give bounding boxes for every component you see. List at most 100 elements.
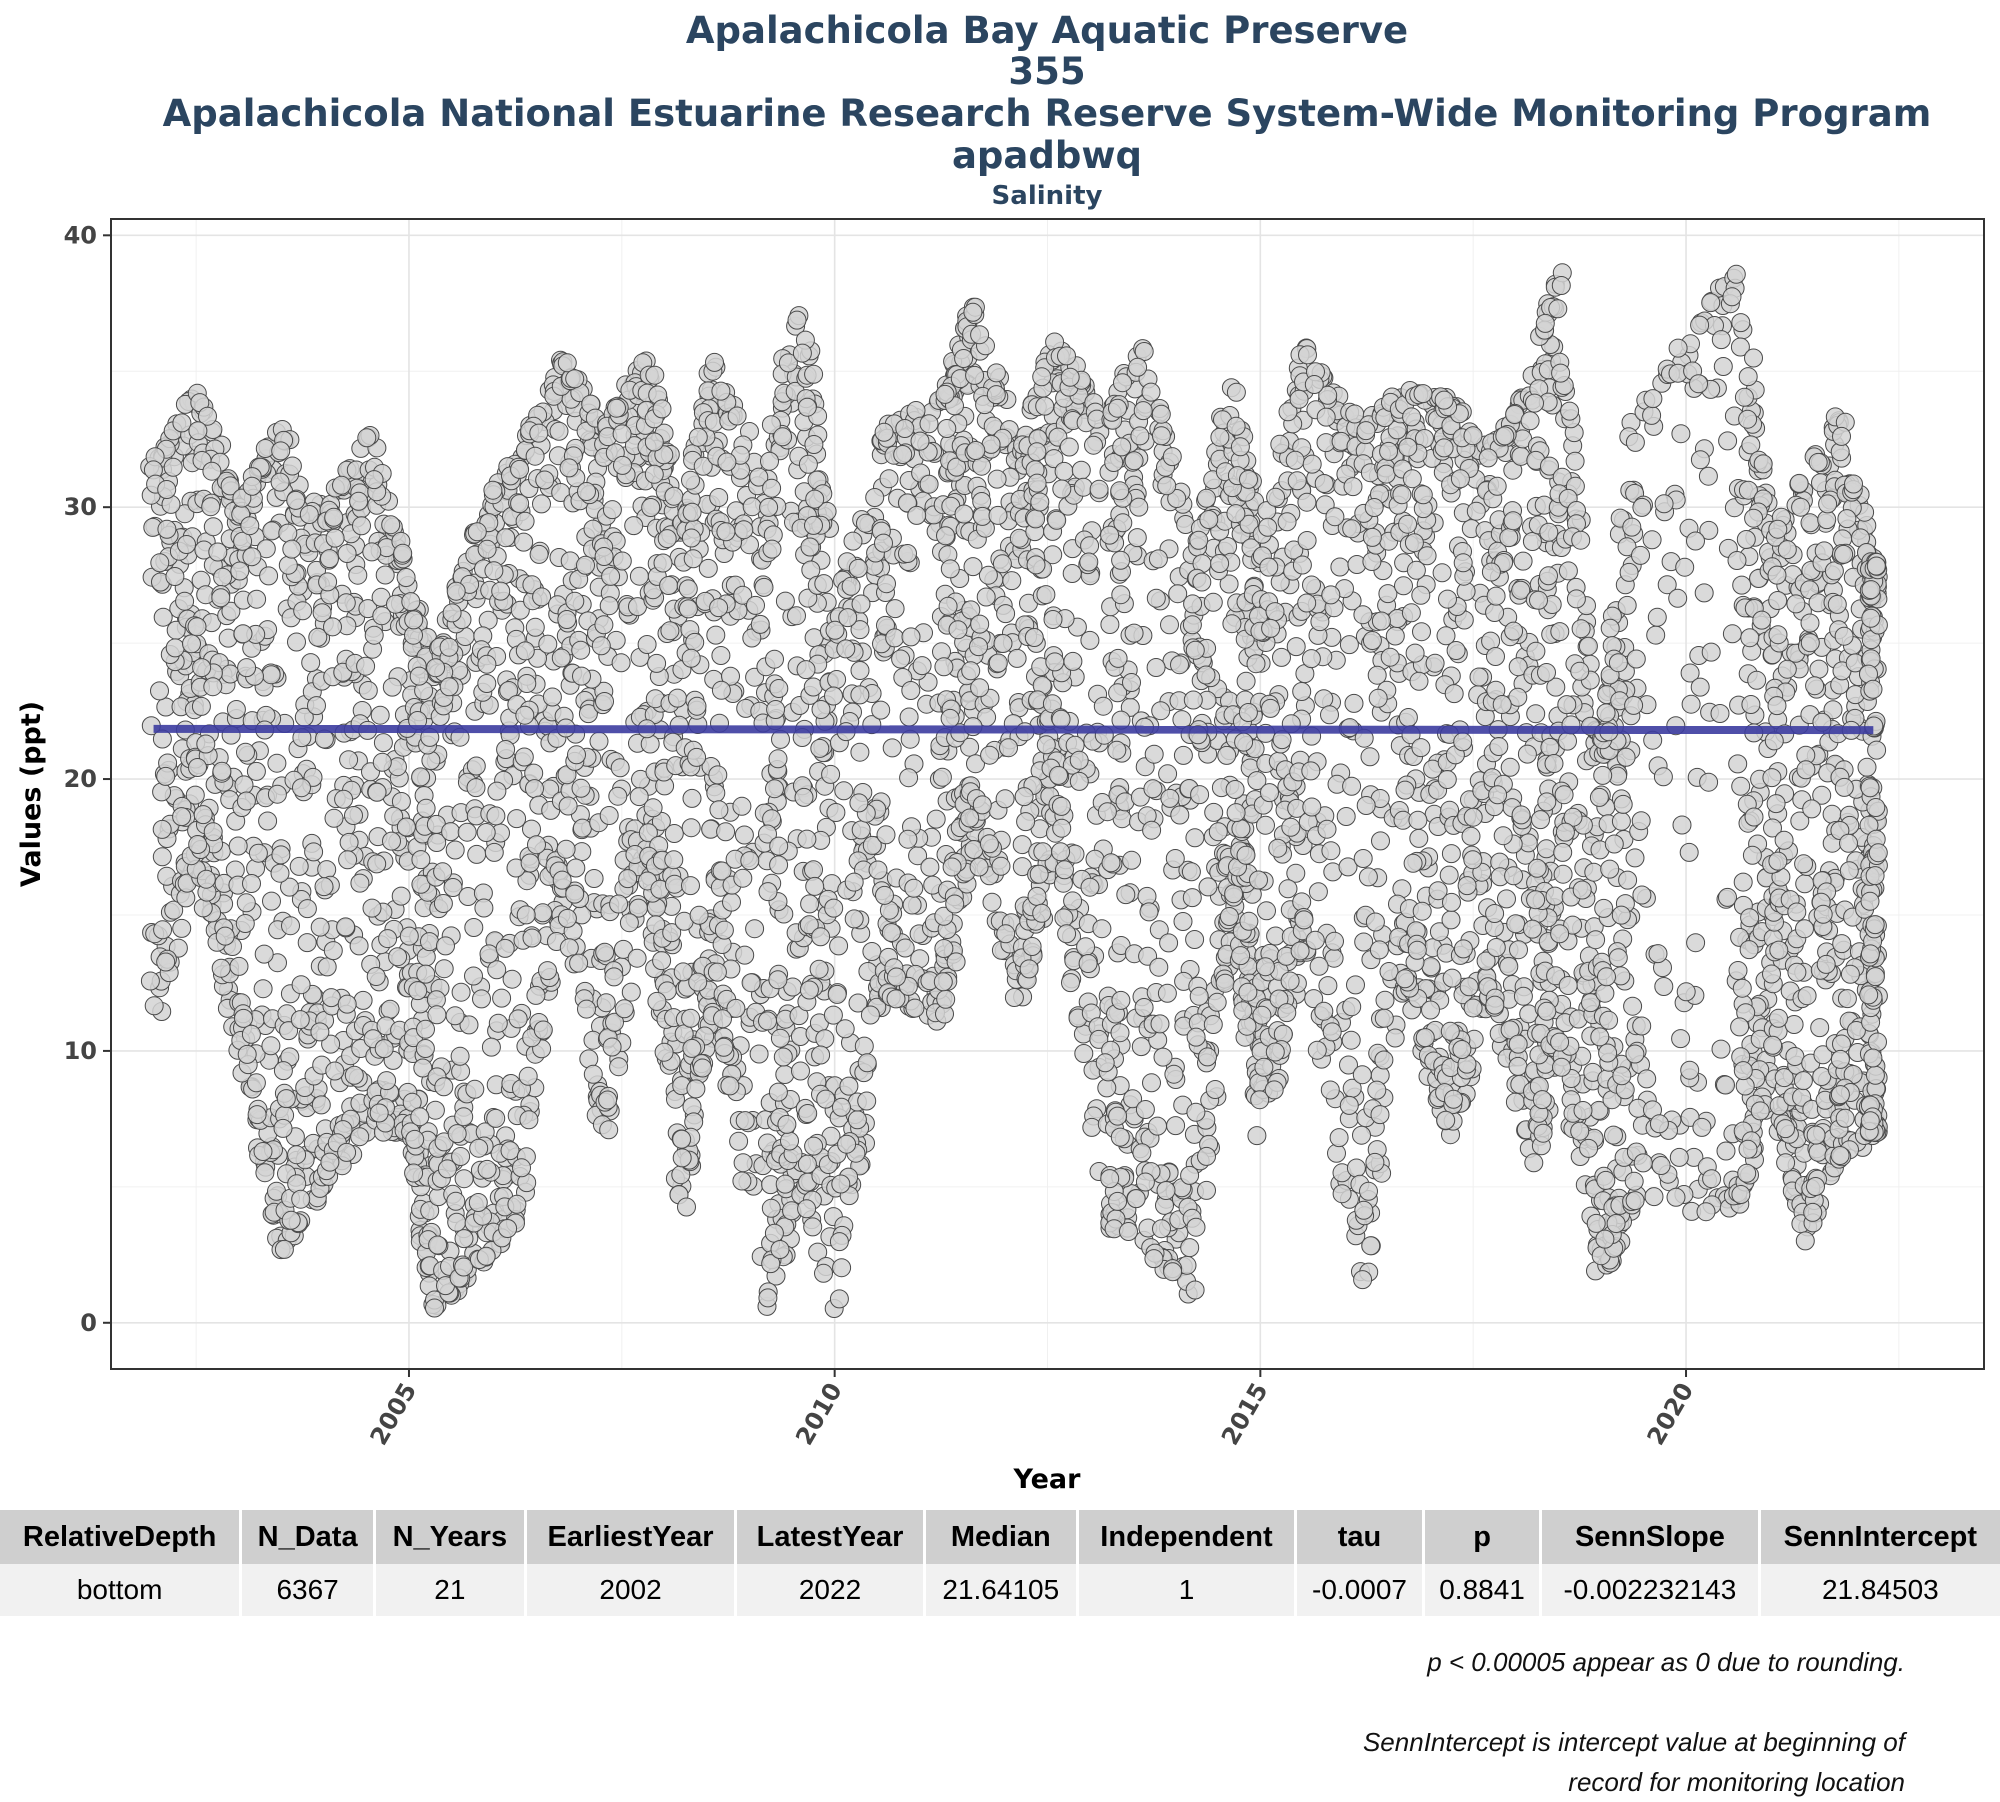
data-point bbox=[767, 701, 785, 719]
data-point bbox=[268, 754, 286, 772]
data-point bbox=[1386, 1029, 1404, 1047]
data-point bbox=[655, 1043, 673, 1061]
title-line-2: 355 bbox=[1008, 50, 1085, 93]
data-point bbox=[229, 837, 247, 855]
data-point bbox=[235, 776, 253, 794]
data-point bbox=[1361, 748, 1379, 766]
data-point bbox=[1154, 1048, 1172, 1066]
data-point bbox=[806, 877, 824, 895]
data-point bbox=[1158, 477, 1176, 495]
data-point bbox=[905, 879, 923, 897]
data-point bbox=[584, 1065, 602, 1083]
data-point bbox=[613, 552, 631, 570]
data-point bbox=[1321, 1081, 1339, 1099]
data-point bbox=[197, 870, 215, 888]
data-point bbox=[1353, 1126, 1371, 1144]
data-point bbox=[478, 540, 496, 558]
data-point bbox=[1262, 699, 1280, 717]
data-point bbox=[778, 1115, 796, 1133]
data-point bbox=[712, 382, 730, 400]
data-point bbox=[596, 693, 614, 711]
data-point bbox=[1464, 427, 1482, 445]
data-point bbox=[212, 959, 230, 977]
data-point bbox=[971, 326, 989, 344]
data-point bbox=[1191, 786, 1209, 804]
data-point bbox=[994, 635, 1012, 653]
data-point bbox=[485, 843, 503, 861]
data-point bbox=[1303, 576, 1321, 594]
data-point bbox=[1145, 1250, 1163, 1268]
data-point bbox=[839, 609, 857, 627]
data-point bbox=[690, 906, 708, 924]
data-point bbox=[1020, 960, 1038, 978]
data-point bbox=[797, 661, 815, 679]
data-point bbox=[363, 543, 381, 561]
data-point bbox=[1333, 1185, 1351, 1203]
data-point bbox=[1362, 1237, 1380, 1255]
data-point bbox=[1144, 780, 1162, 798]
data-point bbox=[970, 638, 988, 656]
data-point bbox=[335, 790, 353, 808]
data-point bbox=[804, 1218, 822, 1236]
data-point bbox=[1186, 1281, 1204, 1299]
data-point bbox=[955, 350, 973, 368]
data-point bbox=[417, 965, 435, 983]
data-point bbox=[1184, 595, 1202, 613]
data-point bbox=[282, 1211, 300, 1229]
data-point bbox=[530, 545, 548, 563]
data-point bbox=[349, 566, 367, 584]
data-point bbox=[1510, 941, 1528, 959]
data-point bbox=[527, 986, 545, 1004]
data-point bbox=[1445, 1090, 1463, 1108]
data-point bbox=[658, 530, 676, 548]
data-point bbox=[828, 985, 846, 1003]
data-point bbox=[1269, 839, 1287, 857]
data-point bbox=[735, 826, 753, 844]
data-point bbox=[1262, 619, 1280, 637]
data-point bbox=[1070, 772, 1088, 790]
data-point bbox=[417, 1020, 435, 1038]
data-point bbox=[351, 874, 369, 892]
data-point bbox=[717, 823, 735, 841]
data-point bbox=[1147, 659, 1165, 677]
data-point bbox=[1053, 819, 1071, 837]
data-point bbox=[833, 1098, 851, 1116]
data-point bbox=[311, 918, 329, 936]
data-point bbox=[610, 895, 628, 913]
data-point bbox=[275, 1240, 293, 1258]
data-point bbox=[1343, 998, 1361, 1016]
data-point bbox=[1184, 691, 1202, 709]
data-point bbox=[428, 1006, 446, 1024]
data-point bbox=[776, 1066, 794, 1084]
data-point bbox=[835, 782, 853, 800]
data-point bbox=[759, 1012, 777, 1030]
data-point bbox=[283, 540, 301, 558]
data-point bbox=[590, 732, 608, 750]
data-point bbox=[337, 594, 355, 612]
data-point bbox=[381, 1000, 399, 1018]
data-point bbox=[1037, 586, 1055, 604]
data-point bbox=[489, 1014, 507, 1032]
data-point bbox=[733, 1172, 751, 1190]
data-point bbox=[913, 657, 931, 675]
data-point bbox=[1396, 970, 1414, 988]
data-point bbox=[1340, 1096, 1358, 1114]
data-point bbox=[550, 422, 568, 440]
data-point bbox=[345, 807, 363, 825]
data-point bbox=[365, 471, 383, 489]
data-point bbox=[283, 457, 301, 475]
data-point bbox=[248, 590, 266, 608]
data-point bbox=[822, 765, 840, 783]
data-point bbox=[448, 1213, 466, 1231]
data-point bbox=[515, 748, 533, 766]
data-point bbox=[798, 1155, 816, 1173]
data-point bbox=[892, 650, 910, 668]
data-point bbox=[353, 517, 371, 535]
data-point bbox=[477, 1247, 495, 1265]
data-point bbox=[1234, 1002, 1252, 1020]
data-point bbox=[1305, 376, 1323, 394]
data-point bbox=[287, 491, 305, 509]
data-point bbox=[255, 945, 273, 963]
data-point bbox=[202, 498, 220, 516]
data-point bbox=[600, 597, 618, 615]
